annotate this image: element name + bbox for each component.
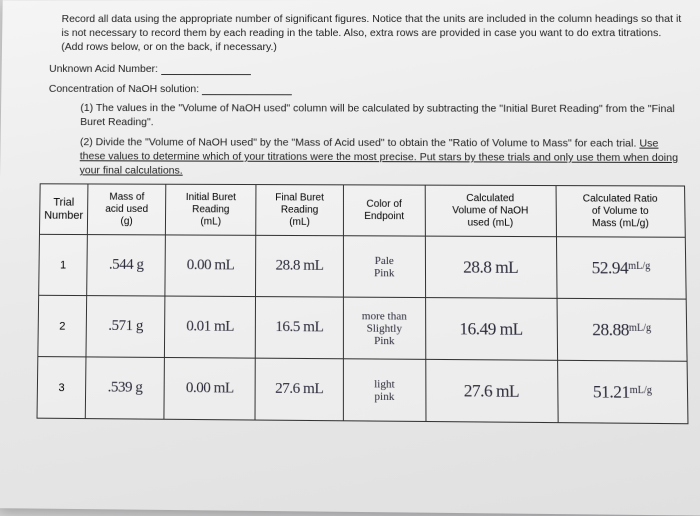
cell-ratio: 52.94mL/g bbox=[556, 237, 686, 299]
table-row: 3 .539 g 0.00 mL 27.6 mL lightpink 27.6 … bbox=[37, 357, 688, 424]
hw-initial: 0.00 mL bbox=[186, 380, 234, 397]
cell-final: 27.6 mL bbox=[255, 359, 343, 422]
note2-text-a: Divide the "Volume of NaOH used" by the … bbox=[96, 136, 640, 150]
th-ratio: Calculated Ratioof Volume toMass (mL/g) bbox=[556, 186, 686, 238]
cell-final: 16.5 mL bbox=[255, 297, 343, 359]
hw-color: lightpink bbox=[374, 378, 395, 403]
hw-vol: 27.6 mL bbox=[464, 381, 519, 401]
header-row: TrialNumber Mass ofacid used(g) Initial … bbox=[39, 184, 685, 237]
th-initial: Initial BuretReading(mL) bbox=[166, 185, 256, 236]
hw-vol: 16.49 mL bbox=[459, 319, 522, 339]
cell-mass: .539 g bbox=[85, 357, 164, 419]
hw-ratio-unit: mL/g bbox=[629, 323, 651, 335]
th-vol: CalculatedVolume of NaOHused (mL) bbox=[425, 186, 556, 238]
concentration-label: Concentration of NaOH solution: bbox=[49, 82, 199, 94]
hw-mass: .544 g bbox=[109, 257, 144, 273]
hw-mass: .539 g bbox=[108, 380, 143, 397]
hw-final: 27.6 mL bbox=[275, 381, 323, 398]
cell-trial: 2 bbox=[38, 296, 87, 358]
cell-vol: 27.6 mL bbox=[425, 360, 557, 423]
cell-ratio: 51.21mL/g bbox=[557, 361, 688, 424]
th-trial: TrialNumber bbox=[39, 184, 87, 235]
note-1: (1) The values in the "Volume of NaOH us… bbox=[80, 100, 684, 130]
th-mass: Mass ofacid used(g) bbox=[87, 184, 166, 235]
unknown-acid-field: Unknown Acid Number: bbox=[49, 62, 683, 75]
hw-ratio: 52.94 bbox=[591, 258, 628, 278]
cell-vol: 16.49 mL bbox=[425, 298, 557, 361]
cell-trial: 3 bbox=[37, 357, 86, 419]
cell-color: lightpink bbox=[343, 359, 425, 422]
hw-ratio-unit: mL/g bbox=[630, 385, 652, 397]
hw-color: PalePink bbox=[374, 255, 394, 280]
hw-final: 16.5 mL bbox=[275, 319, 323, 336]
concentration-blank bbox=[202, 83, 292, 95]
hw-ratio-unit: mL/g bbox=[628, 261, 650, 272]
cell-mass: .571 g bbox=[86, 296, 165, 358]
concentration-field: Concentration of NaOH solution: bbox=[49, 82, 684, 95]
data-table: TrialNumber Mass ofacid used(g) Initial … bbox=[36, 184, 688, 425]
cell-vol: 28.8 mL bbox=[425, 236, 557, 298]
table-row: 1 .544 g 0.00 mL 28.8 mL PalePink 28.8 m… bbox=[39, 235, 687, 300]
note-2: (2) Divide the "Volume of NaOH used" by … bbox=[80, 135, 685, 180]
cell-mass: .544 g bbox=[87, 235, 166, 296]
note2-num: (2) bbox=[80, 136, 93, 148]
hw-ratio: 28.88 bbox=[592, 320, 629, 340]
hw-initial: 0.00 mL bbox=[187, 257, 235, 274]
cell-trial: 1 bbox=[39, 235, 88, 296]
hw-initial: 0.01 mL bbox=[186, 319, 234, 336]
th-final: Final BuretReading(mL) bbox=[256, 185, 344, 236]
worksheet-page: Record all data using the appropriate nu… bbox=[0, 0, 700, 516]
table-body: 1 .544 g 0.00 mL 28.8 mL PalePink 28.8 m… bbox=[37, 235, 688, 424]
cell-color: PalePink bbox=[343, 236, 425, 298]
note1-num: (1) bbox=[80, 101, 93, 113]
unknown-acid-label: Unknown Acid Number: bbox=[49, 62, 158, 74]
cell-final: 28.8 mL bbox=[255, 236, 343, 298]
hw-color: more thanSlightlyPink bbox=[362, 310, 407, 347]
hw-mass: .571 g bbox=[108, 318, 143, 335]
cell-color: more thanSlightlyPink bbox=[343, 297, 425, 359]
unknown-acid-blank bbox=[161, 63, 251, 75]
cell-ratio: 28.88mL/g bbox=[557, 299, 687, 362]
cell-initial: 0.01 mL bbox=[165, 296, 256, 358]
top-instructions: Record all data using the appropriate nu… bbox=[41, 12, 683, 55]
note1-text: The values in the "Volume of NaOH used" … bbox=[80, 101, 675, 127]
th-color: Color ofEndpoint bbox=[343, 185, 425, 236]
table-row: 2 .571 g 0.01 mL 16.5 mL more thanSlight… bbox=[38, 296, 687, 362]
hw-ratio: 51.21 bbox=[593, 382, 630, 402]
cell-initial: 0.00 mL bbox=[164, 358, 255, 421]
hw-final: 28.8 mL bbox=[276, 258, 324, 275]
cell-initial: 0.00 mL bbox=[165, 235, 256, 297]
hw-vol: 28.8 mL bbox=[463, 257, 518, 277]
sub-instructions: (1) The values in the "Volume of NaOH us… bbox=[80, 100, 685, 179]
